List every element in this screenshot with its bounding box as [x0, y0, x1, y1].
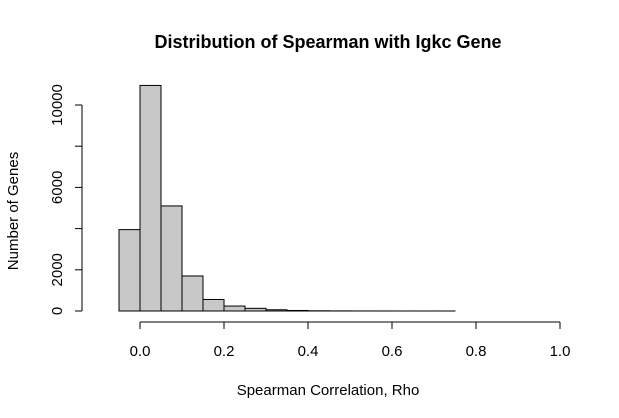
- histogram-bar: [223, 305, 246, 312]
- x-tick-label: 0.8: [466, 343, 487, 360]
- bars-group: [118, 84, 456, 312]
- histogram-bar: [244, 307, 267, 312]
- histogram-bar: [286, 309, 309, 312]
- histogram-bar: [265, 309, 288, 312]
- y-axis-label: Number of Genes: [5, 152, 22, 270]
- histogram-bar: [118, 229, 141, 312]
- x-tick-label: 0.6: [382, 343, 403, 360]
- x-tick-label: 0.0: [130, 343, 151, 360]
- histogram-bar: [160, 205, 183, 312]
- x-ticks-group: 0.0 0.2 0.4 0.6 0.8 1.0: [130, 322, 571, 360]
- histogram-bar: [181, 275, 204, 312]
- x-axis-label: Spearman Correlation, Rho: [237, 382, 420, 399]
- y-ticks-group: 0 2000 6000 10000: [49, 84, 82, 315]
- histogram-bar: [202, 298, 225, 312]
- histogram-bar: [139, 84, 162, 312]
- x-tick-label: 0.2: [214, 343, 235, 360]
- chart-title: Distribution of Spearman with Igkc Gene: [154, 32, 501, 52]
- x-tick-label: 1.0: [550, 343, 571, 360]
- y-tick-label: 2000: [49, 253, 66, 286]
- y-tick-label: 10000: [49, 84, 66, 126]
- x-tick-label: 0.4: [298, 343, 319, 360]
- y-tick-label: 0: [49, 307, 66, 315]
- y-tick-label: 6000: [49, 171, 66, 204]
